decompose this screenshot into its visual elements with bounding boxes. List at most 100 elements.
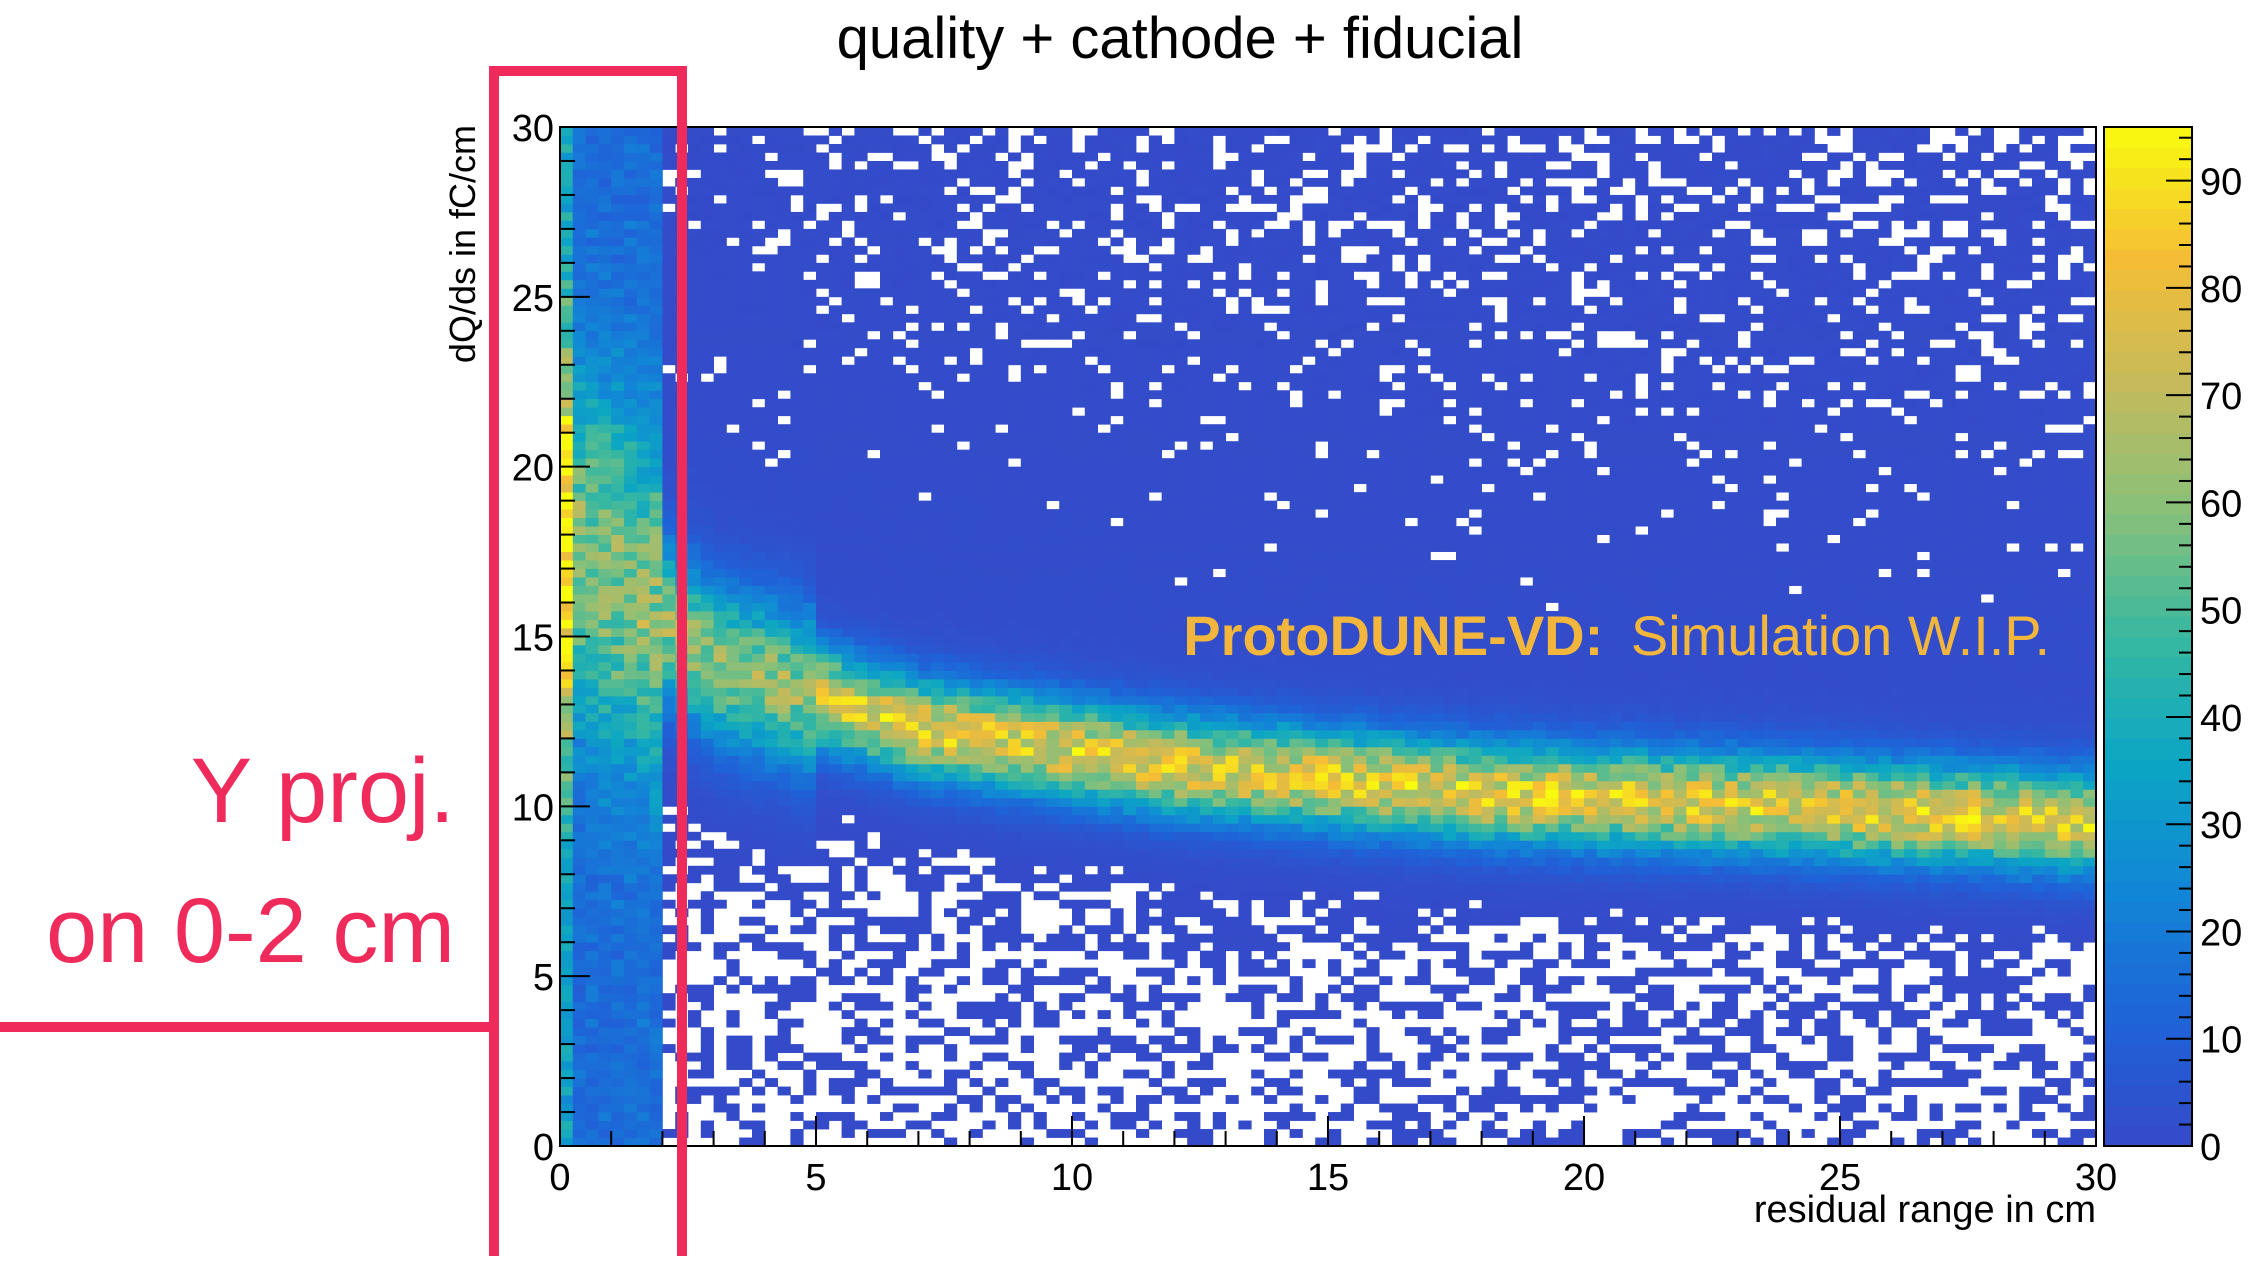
heatmap-cell <box>713 279 727 289</box>
heatmap-cell <box>1059 186 1073 196</box>
heatmap-cell <box>1072 780 1086 790</box>
heatmap-cell <box>713 789 727 799</box>
heatmap-cell <box>1200 568 1214 578</box>
heatmap-cell <box>752 458 766 468</box>
heatmap-cell <box>777 950 791 960</box>
heatmap-cell <box>572 398 586 408</box>
heatmap-cell <box>649 984 663 994</box>
heatmap-cell <box>995 1035 1009 1045</box>
heatmap-cell <box>636 381 650 391</box>
heatmap-cell <box>1161 1010 1175 1020</box>
heatmap-cell <box>611 1061 625 1070</box>
heatmap-cell <box>700 789 714 799</box>
heatmap-cell <box>598 288 612 298</box>
heatmap-cell <box>1020 619 1034 629</box>
heatmap-cell <box>1059 526 1073 535</box>
heatmap-cell <box>624 330 638 340</box>
heatmap-cell <box>739 814 753 824</box>
heatmap-cell <box>636 916 650 926</box>
heatmap-cell <box>918 1120 932 1130</box>
heatmap-cell <box>700 814 714 824</box>
heatmap-cell <box>854 797 868 807</box>
heatmap-cell <box>1072 1129 1086 1138</box>
heatmap-cell <box>969 1035 983 1045</box>
heatmap-cell <box>969 288 983 298</box>
heatmap-cell <box>1187 364 1201 374</box>
heatmap-cell <box>944 831 958 841</box>
heatmap-cell <box>649 415 663 425</box>
heatmap-cell <box>1020 364 1034 374</box>
heatmap-cell <box>585 916 599 926</box>
heatmap-cell <box>803 245 817 255</box>
heatmap-cell <box>585 279 599 289</box>
heatmap-cell <box>1148 967 1162 977</box>
heatmap-cell <box>1187 772 1201 782</box>
heatmap-cell <box>841 644 855 654</box>
heatmap-cell <box>1148 585 1162 595</box>
heatmap-cell <box>828 661 842 671</box>
heatmap-cell <box>1097 509 1111 519</box>
heatmap-cell <box>828 534 842 544</box>
heatmap-cell <box>1084 729 1098 739</box>
heatmap-cell <box>1097 551 1111 561</box>
heatmap-cell <box>726 738 740 748</box>
heatmap-cell <box>1008 670 1022 680</box>
heatmap-cell <box>726 611 740 620</box>
heatmap-cell <box>841 432 855 442</box>
heatmap-cell <box>560 424 574 434</box>
heatmap-cell <box>918 322 932 332</box>
heatmap-cell <box>828 746 842 756</box>
heatmap-cell <box>1097 492 1111 502</box>
heatmap-cell <box>649 534 663 544</box>
heatmap-cell <box>688 1018 702 1028</box>
heatmap-cell <box>713 653 727 663</box>
heatmap-cell <box>1097 661 1111 671</box>
heatmap-cell <box>905 169 919 179</box>
heatmap-cell <box>995 458 1009 468</box>
heatmap-cell <box>560 407 574 417</box>
heatmap-cell <box>803 322 817 332</box>
heatmap-cell <box>1110 364 1124 374</box>
heatmap-cell <box>816 245 830 255</box>
heatmap-cell <box>1033 127 1047 136</box>
heatmap-cell <box>739 772 753 782</box>
heatmap-cell <box>931 670 945 680</box>
heatmap-cell <box>777 814 791 824</box>
heatmap-cell <box>944 984 958 994</box>
heatmap-cell <box>764 644 778 654</box>
heatmap-cell <box>931 364 945 374</box>
heatmap-cell <box>585 1018 599 1028</box>
heatmap-cell <box>1161 415 1175 425</box>
heatmap-cell <box>1123 424 1137 434</box>
heatmap-cell <box>585 381 599 391</box>
heatmap-cell <box>598 509 612 519</box>
heatmap-cell <box>649 1010 663 1020</box>
heatmap-cell <box>713 1095 727 1104</box>
heatmap-cell <box>956 704 970 714</box>
heatmap-cell <box>1059 364 1073 374</box>
heatmap-cell <box>1072 500 1086 510</box>
heatmap-cell <box>969 203 983 213</box>
heatmap-cell <box>892 339 906 349</box>
heatmap-cell <box>1097 228 1111 238</box>
heatmap-cell <box>764 288 778 298</box>
heatmap-cell <box>892 228 906 238</box>
heatmap-cell <box>816 347 830 357</box>
heatmap-cell <box>1136 925 1150 935</box>
heatmap-cell <box>726 330 740 340</box>
heatmap-cell <box>560 908 574 918</box>
heatmap-cell <box>777 441 791 451</box>
heatmap-cell <box>841 1010 855 1020</box>
heatmap-cell <box>931 814 945 824</box>
heatmap-cell <box>790 942 804 952</box>
heatmap-cell <box>790 653 804 663</box>
heatmap-cell <box>1059 271 1073 281</box>
heatmap-cell <box>1136 704 1150 714</box>
heatmap-cell <box>700 1001 714 1011</box>
heatmap-cell <box>1020 602 1034 612</box>
heatmap-cell <box>1161 509 1175 519</box>
heatmap-cell <box>1097 211 1111 221</box>
heatmap-cell <box>828 814 842 824</box>
heatmap-cell <box>828 644 842 654</box>
heatmap-cell <box>1020 840 1034 850</box>
